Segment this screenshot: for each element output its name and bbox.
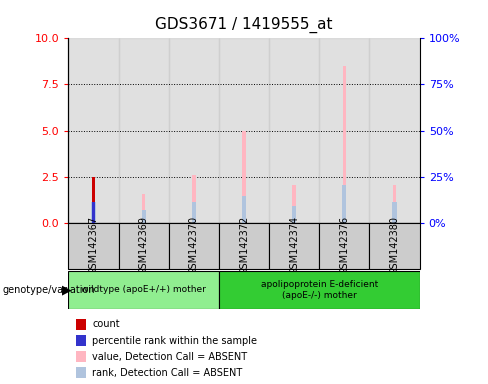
Bar <box>219 271 420 309</box>
Bar <box>68 271 219 309</box>
Text: GSM142376: GSM142376 <box>339 216 349 275</box>
Bar <box>319 38 369 223</box>
Bar <box>169 38 219 223</box>
Bar <box>393 185 396 223</box>
Bar <box>319 223 369 269</box>
Bar <box>92 202 95 223</box>
Bar <box>169 223 219 269</box>
Text: count: count <box>92 319 120 329</box>
Bar <box>392 202 397 223</box>
Text: genotype/variation: genotype/variation <box>2 285 95 295</box>
Bar <box>242 131 246 223</box>
Bar <box>92 177 95 223</box>
Bar <box>119 38 169 223</box>
Bar <box>342 185 346 223</box>
Bar <box>192 202 196 223</box>
Bar <box>269 223 319 269</box>
Bar <box>119 223 169 269</box>
Text: GSM142372: GSM142372 <box>239 216 249 275</box>
Bar <box>369 38 420 223</box>
Text: rank, Detection Call = ABSENT: rank, Detection Call = ABSENT <box>92 368 243 378</box>
Text: GDS3671 / 1419555_at: GDS3671 / 1419555_at <box>155 17 333 33</box>
Bar <box>292 206 296 223</box>
Text: GSM142380: GSM142380 <box>389 216 400 275</box>
Bar <box>269 38 319 223</box>
Bar <box>68 38 119 223</box>
Text: GSM142374: GSM142374 <box>289 216 299 275</box>
Text: ▶: ▶ <box>62 283 72 296</box>
Text: apolipoprotein E-deficient
(apoE-/-) mother: apolipoprotein E-deficient (apoE-/-) mot… <box>261 280 378 300</box>
Text: GSM142369: GSM142369 <box>139 216 149 275</box>
Bar <box>219 223 269 269</box>
Bar <box>369 223 420 269</box>
Bar <box>142 194 145 223</box>
Bar <box>219 38 269 223</box>
Text: wildtype (apoE+/+) mother: wildtype (apoE+/+) mother <box>81 285 206 295</box>
Bar <box>292 185 296 223</box>
Text: percentile rank within the sample: percentile rank within the sample <box>92 336 257 346</box>
Text: GSM142367: GSM142367 <box>88 216 99 275</box>
Bar <box>91 202 96 223</box>
Text: value, Detection Call = ABSENT: value, Detection Call = ABSENT <box>92 352 247 362</box>
Bar <box>242 196 246 223</box>
Bar <box>343 66 346 223</box>
Bar <box>142 210 146 223</box>
Bar <box>92 202 95 223</box>
Bar <box>68 223 119 269</box>
Bar <box>192 175 196 223</box>
Text: GSM142370: GSM142370 <box>189 216 199 275</box>
